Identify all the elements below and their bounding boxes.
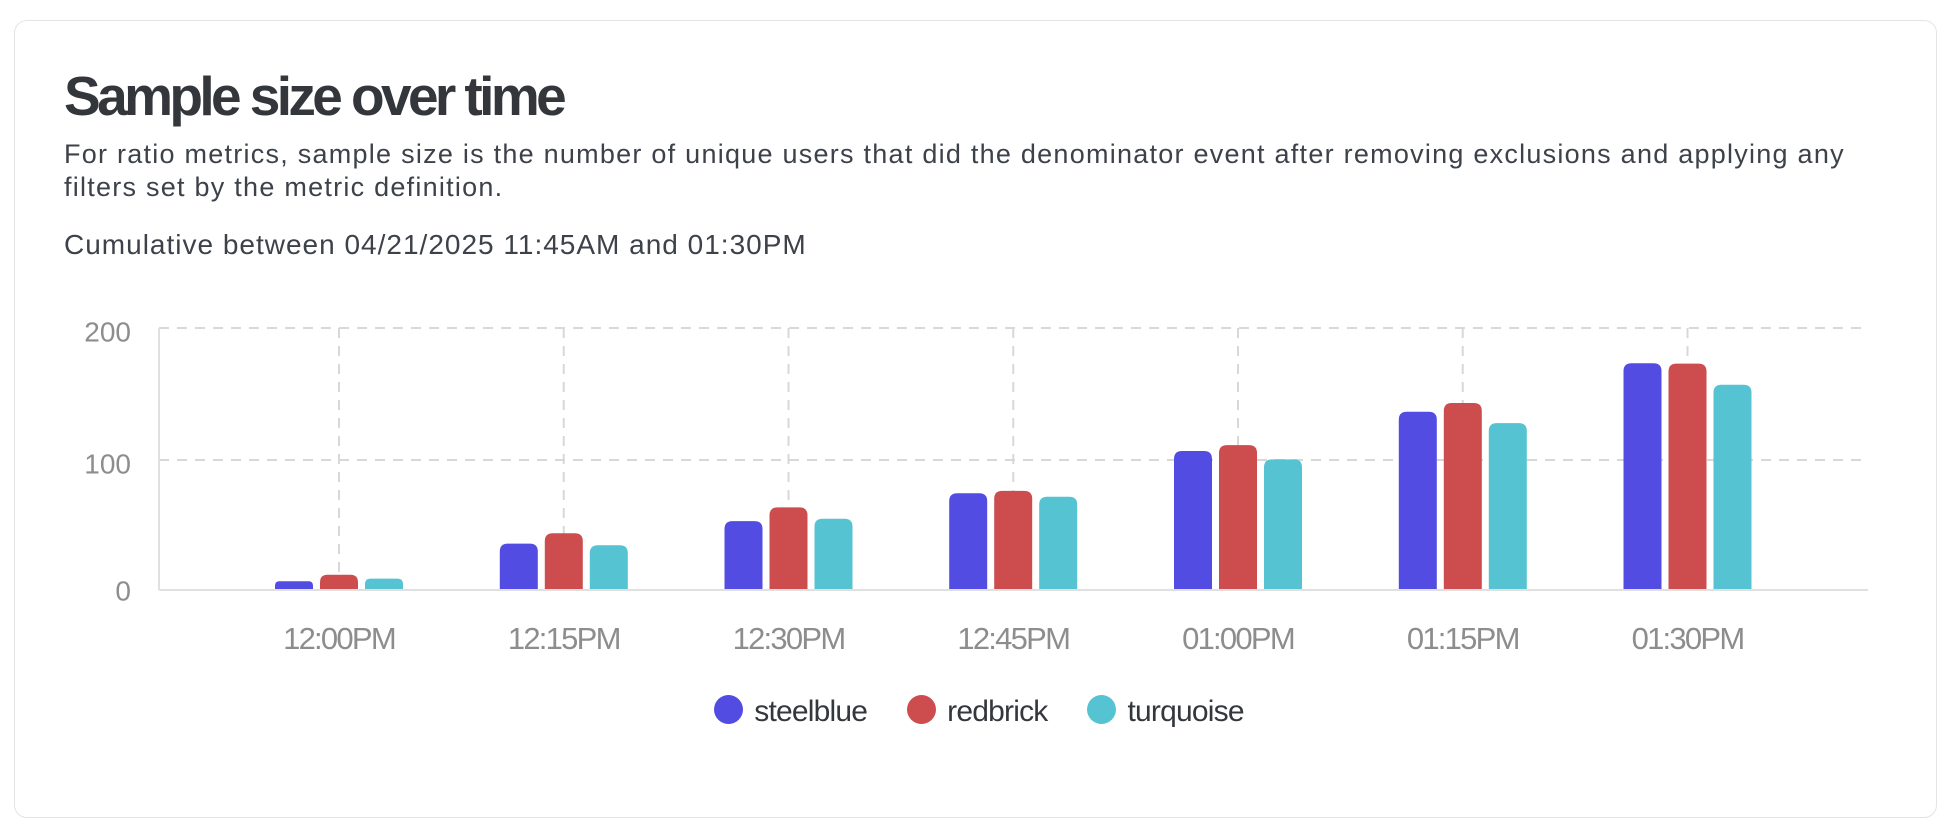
svg-text:12:15PM: 12:15PM [508,621,620,656]
svg-text:0: 0 [115,576,131,607]
svg-text:100: 100 [84,449,131,480]
svg-text:12:45PM: 12:45PM [957,621,1069,656]
svg-text:01:00PM: 01:00PM [1182,621,1294,656]
svg-text:12:30PM: 12:30PM [733,621,845,656]
svg-text:12:00PM: 12:00PM [283,621,395,656]
svg-text:200: 200 [84,317,131,348]
svg-text:01:30PM: 01:30PM [1632,621,1744,656]
svg-text:01:15PM: 01:15PM [1407,621,1519,656]
